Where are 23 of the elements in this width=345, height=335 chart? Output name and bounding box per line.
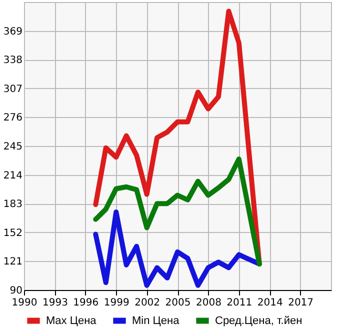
y-tick-label: 245 <box>3 142 22 152</box>
y-tick-label: 121 <box>3 256 22 268</box>
y-tick-label: 276 <box>3 112 22 124</box>
x-tick-label: 2005 <box>165 298 191 308</box>
x-tick-label: 1999 <box>104 298 130 308</box>
legend-label: Max Цена <box>46 314 98 327</box>
x-tick-label: 2008 <box>196 298 222 308</box>
y-tick-label: 152 <box>3 228 22 239</box>
x-tick-label: 1996 <box>73 298 99 308</box>
legend-label: Сред.Цена, т.йен <box>215 314 302 327</box>
x-tick-label: 2017 <box>288 298 314 308</box>
x-tick-label: 2011 <box>226 298 252 308</box>
x-tick-label: 1993 <box>42 298 68 308</box>
y-tick-label: 307 <box>3 84 22 95</box>
x-tick-label: 2014 <box>257 298 283 308</box>
y-tick-label: 214 <box>3 170 22 182</box>
y-tick-label: 183 <box>3 199 22 210</box>
y-tick-label: 90 <box>10 286 22 296</box>
y-tick-label: 338 <box>3 55 22 66</box>
legend-label: Min Цена <box>132 314 180 327</box>
x-tick-label: 2002 <box>134 298 160 308</box>
x-tick-label: 1990 <box>12 298 38 308</box>
y-tick-label: 369 <box>3 26 22 38</box>
